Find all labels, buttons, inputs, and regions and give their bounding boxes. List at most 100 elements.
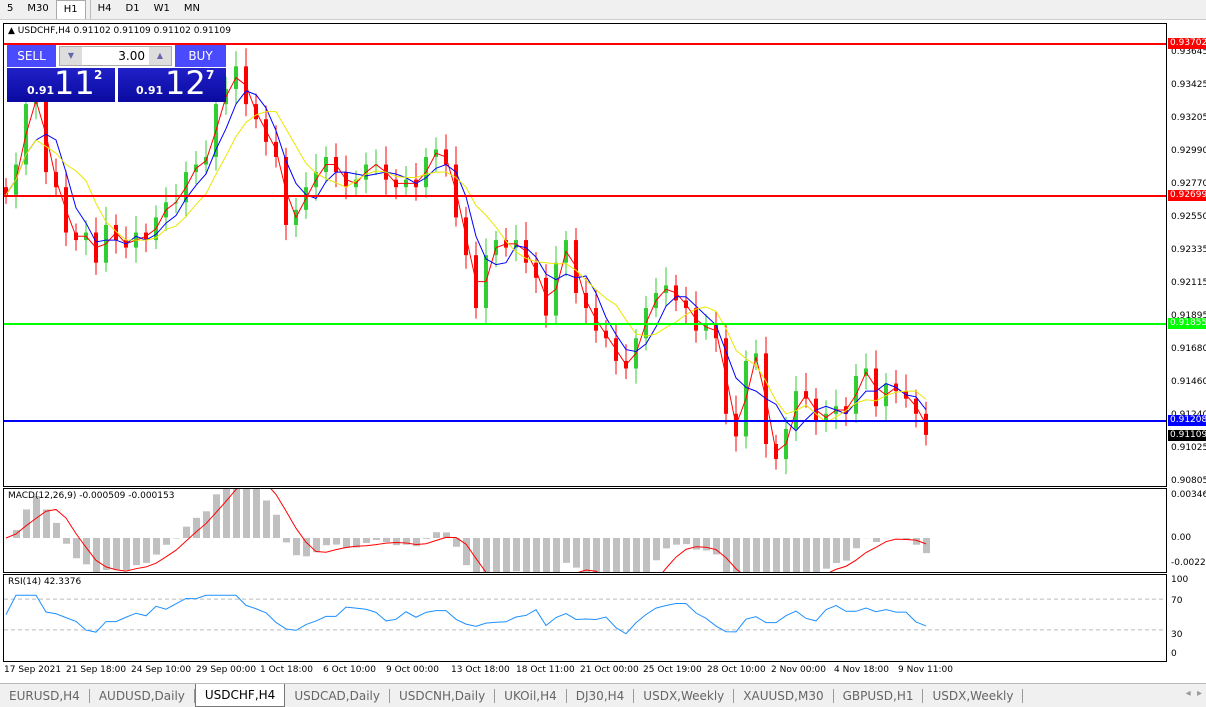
buy-button[interactable]: BUY [175,45,226,67]
macd-histogram-bar [413,538,420,547]
macd-histogram-bar [503,538,510,572]
volume-value[interactable]: 3.00 [118,49,145,63]
price-chart-svg [4,43,1166,475]
macd-histogram-bar [543,538,550,572]
macd-histogram-bar [583,538,590,572]
macd-histogram-bar [403,538,410,545]
rsi-svg [4,594,1166,635]
macd-histogram-bar [103,538,110,570]
time-axis-label: 21 Sep 18:00 [66,665,127,675]
macd-histogram-bar [663,538,670,549]
rsi-axis-label: 70 [1171,596,1183,606]
macd-histogram-bar [683,538,690,545]
macd-histogram-bar [193,517,200,538]
macd-histogram-bar [873,538,880,543]
macd-histogram-bar [393,538,400,546]
macd-histogram-bar [323,538,330,546]
macd-histogram-bar [643,538,650,572]
macd-histogram-bar [23,509,30,538]
timeframe-H4[interactable]: H4 [89,0,119,19]
time-axis-label: 9 Oct 00:00 [386,665,439,675]
macd-axis-label: -0.00226 [1171,558,1206,568]
timeframe-H1[interactable]: H1 [55,0,86,19]
macd-histogram-bar [493,538,500,572]
macd-histogram-bar [313,538,320,553]
rsi-axis-label: 100 [1171,575,1189,585]
macd-histogram-bar [63,538,70,544]
macd-axis-label: 0.00 [1171,533,1192,543]
tab-dj30-h4[interactable]: DJ30,H4 [567,688,635,703]
volume-down-icon[interactable]: ▼ [60,47,82,65]
time-axis-label: 13 Oct 18:00 [451,665,510,675]
macd-histogram-bar [553,538,560,572]
level-price-tag: 0.93702 [1168,38,1206,49]
timeframe-MN[interactable]: MN [183,3,200,14]
macd-histogram-bar [343,538,350,548]
buy-price-prefix: 0.91 [136,84,164,97]
tab-usdcnh-daily[interactable]: USDCNH,Daily [390,688,496,703]
tab-ukoil-h4[interactable]: UKOil,H4 [495,688,567,703]
macd-histogram-bar [833,538,840,564]
sell-button[interactable]: SELL [7,45,56,67]
macd-histogram-bar [423,538,430,539]
macd-histogram-bar [573,538,580,568]
tab-usdchf-h4[interactable]: USDCHF,H4 [194,684,286,707]
ma-fast-line [5,76,927,453]
time-axis: 17 Sep 2021 21 Sep 18:00 24 Sep 10:00 29 Se… [0,664,1166,680]
tab-xauusd-m30[interactable]: XAUUSD,M30 [734,688,834,703]
time-axis-label: 4 Nov 18:00 [834,665,889,675]
macd-histogram-bar [753,538,760,572]
time-axis-label: 28 Oct 10:00 [707,665,766,675]
macd-histogram-bar [53,522,60,538]
price-axis-label: 0.93205 [1171,113,1206,124]
buy-price-big: 12 [165,64,206,102]
chart-header: ▲ USDCHF,H4 0.91102 0.91109 0.91102 0.91… [8,26,231,36]
tab-eurusd-h4[interactable]: EURUSD,H4 [0,688,90,703]
timeframe-5[interactable]: 5 [7,3,14,14]
macd-histogram-bar [303,538,310,557]
timeframe-W1[interactable]: W1 [153,3,170,14]
tab-usdcad-daily[interactable]: USDCAD,Daily [285,688,390,703]
macd-histogram-bar [823,538,830,569]
macd-histogram-bar [143,538,150,563]
macd-histogram-bar [673,538,680,545]
macd-histogram-bar [603,538,610,572]
macd-histogram-bar [733,538,740,572]
macd-histogram-bar [163,538,170,545]
time-axis-label: 21 Oct 00:00 [580,665,639,675]
macd-axis-label: 0.003465 [1171,490,1206,500]
tab-usdx-weekly[interactable]: USDX,Weekly [634,688,735,703]
rsi-panel[interactable]: RSI(14) 42.3376 [3,574,1167,662]
macd-histogram-bar [153,538,160,555]
macd-panel[interactable]: MACD(12,26,9) -0.000509 -0.000153 [3,488,1167,573]
macd-histogram-bar [213,494,220,538]
one-click-trading-panel: SELL ▼ 3.00 ▲ BUY 0.91 11 2 0.91 12 7 [7,45,226,102]
sell-price-sup: 2 [94,68,103,82]
macd-histogram-bar [243,489,250,538]
volume-up-icon[interactable]: ▲ [149,47,171,65]
time-axis-label: 2 Nov 00:00 [771,665,826,675]
rsi-axis-label: 0 [1171,649,1177,659]
macd-histogram-bar [523,538,530,572]
volume-field[interactable]: ▼ 3.00 ▲ [59,46,172,66]
sell-price[interactable]: 0.91 11 2 [7,64,115,102]
macd-histogram-bar [223,489,230,538]
chart-header-text: USDCHF,H4 0.91102 0.91109 0.91102 0.9110… [17,26,231,36]
macd-histogram-bar [353,538,360,548]
buy-price[interactable]: 0.91 12 7 [118,64,226,102]
macd-svg [5,489,930,572]
tab-gbpusd-h1[interactable]: GBPUSD,H1 [834,688,924,703]
macd-histogram-bar [73,538,80,559]
macd-signal-line [5,489,927,572]
macd-histogram-bar [333,538,340,545]
chart-tabs: EURUSD,H4 AUDUSD,Daily USDCHF,H4 USDCAD,Dai… [0,683,1206,707]
timeframe-M30[interactable]: M30 [27,3,49,14]
timeframe-D1[interactable]: D1 [125,3,140,14]
price-axis-label: 0.91460 [1171,377,1206,388]
macd-histogram-bar [813,538,820,572]
macd-histogram-bar [183,526,190,538]
tab-audusd-daily[interactable]: AUDUSD,Daily [90,688,195,703]
tab-usdx-weekly[interactable]: USDX,Weekly [923,688,1024,703]
macd-histogram-bar [593,538,600,572]
tab-scroll-arrows-icon[interactable]: ◂ ▸ [1185,688,1202,699]
